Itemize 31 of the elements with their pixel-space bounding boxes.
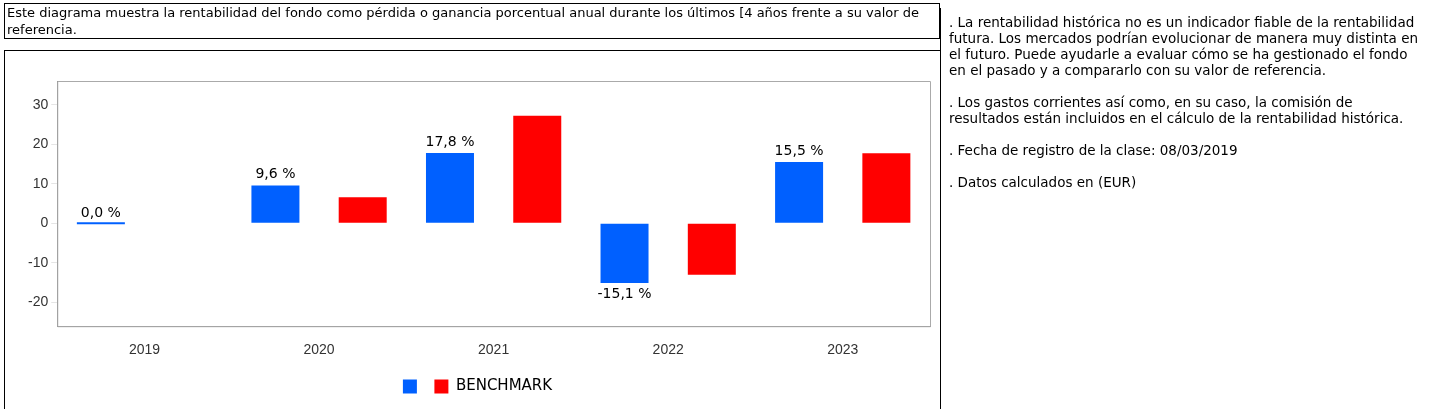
chart-title: Este diagrama muestra la rentabilidad del fondo como pérdida o ganancia porcentual anual durante los últimos [4 años frente a su valor de referencia. bbox=[4, 3, 940, 39]
bar bbox=[513, 115, 562, 223]
x-tick-label: 2020 bbox=[303, 341, 335, 358]
bar bbox=[687, 223, 736, 275]
text: . La rentabilidad histórica no es un indicador fiable de la rentabilidad futura. Los mercados podrían evolucionar de manera muy distinta en el futuro. Puede ayudarle a evaluar cómo se ha gestionado el fondo en el pasado y a compararlo con su valor de referencia. bbox=[949, 14, 1419, 78]
y-tick-label: 20 bbox=[32, 135, 49, 152]
y-tick-label: 0 bbox=[40, 214, 49, 231]
data-label: 17,8 % bbox=[425, 132, 475, 149]
bar bbox=[338, 197, 387, 223]
data-label: 0,0 % bbox=[80, 204, 121, 221]
legend-label: BENCHMARK bbox=[455, 376, 554, 395]
text: . Fecha de registro de la clase: 08/03/2019 bbox=[949, 142, 1239, 158]
bar bbox=[600, 223, 649, 284]
x-tick-label: 2019 bbox=[128, 341, 161, 358]
x-tick-label: 2021 bbox=[478, 341, 510, 358]
y-tick-label: 10 bbox=[32, 174, 49, 191]
x-tick-label: 2023 bbox=[827, 341, 859, 358]
x-tick-label: 2022 bbox=[652, 341, 684, 358]
bar bbox=[862, 153, 911, 223]
bar bbox=[251, 185, 300, 223]
data-label: 15,5 % bbox=[774, 141, 824, 158]
bar bbox=[76, 222, 125, 225]
bar bbox=[775, 162, 824, 223]
bar bbox=[425, 152, 474, 223]
data-label: -15,1 % bbox=[597, 284, 652, 301]
y-tick-label: -10 bbox=[28, 253, 49, 270]
y-tick-label: 30 bbox=[32, 95, 49, 112]
data-label: 9,6 % bbox=[255, 165, 296, 182]
y-tick-label: -20 bbox=[28, 293, 49, 310]
text: . Datos calculados en (EUR) bbox=[949, 174, 1138, 190]
text: . Los gastos corrientes así como, en su caso, la comisión de resultados están incluidos en el cálculo de la rentabilidad histórica. bbox=[949, 94, 1405, 126]
